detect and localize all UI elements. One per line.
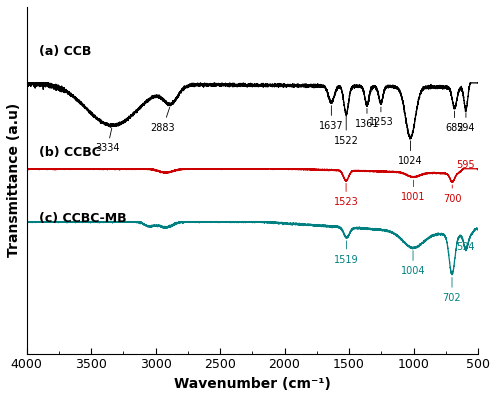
Text: 1004: 1004 bbox=[401, 251, 425, 276]
Text: 2883: 2883 bbox=[151, 107, 175, 133]
Text: 1519: 1519 bbox=[334, 241, 359, 265]
Text: 1001: 1001 bbox=[401, 180, 425, 202]
Text: (a) CCB: (a) CCB bbox=[39, 45, 92, 58]
Text: 595: 595 bbox=[456, 160, 475, 170]
Text: 3334: 3334 bbox=[95, 128, 119, 154]
Text: 594: 594 bbox=[457, 113, 475, 133]
Y-axis label: Transmittance (a.u): Transmittance (a.u) bbox=[7, 103, 21, 258]
Text: (c) CCBC-MB: (c) CCBC-MB bbox=[39, 212, 127, 225]
Text: 1523: 1523 bbox=[333, 183, 358, 207]
Text: 1522: 1522 bbox=[334, 117, 359, 146]
Text: 1024: 1024 bbox=[398, 141, 423, 166]
Text: 1253: 1253 bbox=[369, 107, 393, 127]
Text: 682: 682 bbox=[445, 111, 464, 133]
Text: 1361: 1361 bbox=[355, 109, 379, 129]
Text: 1637: 1637 bbox=[319, 105, 344, 131]
Text: (b) CCBC: (b) CCBC bbox=[39, 146, 101, 159]
Text: 702: 702 bbox=[443, 277, 461, 303]
Text: 700: 700 bbox=[443, 185, 462, 204]
X-axis label: Wavenumber (cm⁻¹): Wavenumber (cm⁻¹) bbox=[174, 377, 331, 391]
Text: 594: 594 bbox=[457, 242, 475, 252]
